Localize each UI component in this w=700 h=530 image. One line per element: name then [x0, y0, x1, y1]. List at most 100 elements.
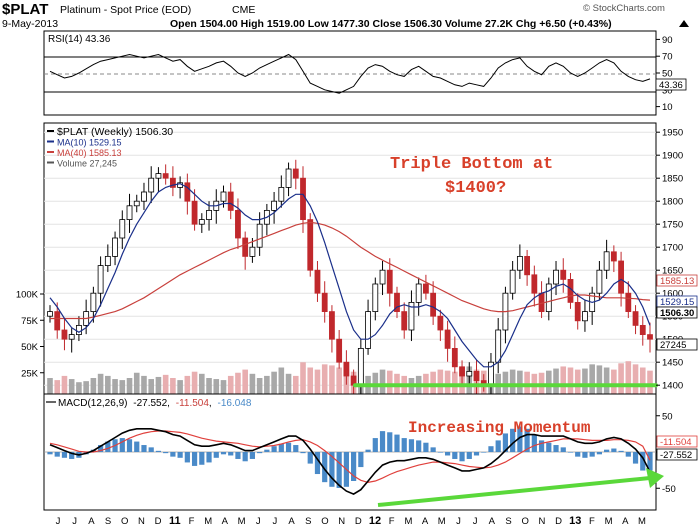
- x-tick-label: N: [538, 516, 545, 527]
- x-tick-label: N: [138, 516, 145, 527]
- candle-down: [321, 292, 328, 313]
- candle-up: [112, 237, 118, 257]
- macd-hist-bar: [242, 452, 248, 462]
- macd-hist-bar: [510, 428, 516, 452]
- candle-down: [336, 338, 343, 363]
- x-tick-label: O: [321, 516, 328, 527]
- macd-hist-bar: [285, 442, 292, 452]
- x-axis-macd: J J A S O N D 11 F M A M J J A S O N D 12 F M A M J J A S O N D 13 F M A M: [56, 515, 646, 527]
- volume-bar: [596, 365, 603, 399]
- macd-hist-bar: [560, 447, 566, 452]
- annotation-triple-bottom: Triple Bottom at: [390, 155, 553, 174]
- candle-up: [415, 283, 422, 303]
- candle-down: [227, 191, 234, 211]
- macd-hist-bar: [394, 434, 400, 452]
- macd-hist-bar: [495, 440, 501, 452]
- macd-hist-bar: [220, 452, 227, 455]
- volume-bar: [321, 364, 328, 399]
- macd-hist-bar: [582, 452, 588, 458]
- candle-down: [307, 219, 314, 271]
- annotation-price-level: $1400?: [445, 179, 506, 198]
- macd-hist-bar: [148, 447, 154, 452]
- volume-bar: [329, 365, 335, 399]
- volume-bar: [141, 375, 147, 399]
- candle-up: [256, 223, 263, 248]
- macd-tick-label: -50: [662, 484, 676, 495]
- volume-bar: [162, 374, 169, 399]
- volume-bar: [560, 366, 567, 399]
- volume-bar: [199, 373, 205, 399]
- price-tick-label: 1800: [662, 197, 683, 208]
- volume-bar: [336, 367, 342, 399]
- legend-entry: Volume 27,245: [57, 159, 117, 169]
- candle-down: [54, 311, 61, 331]
- macd-hist-bar: [351, 452, 357, 481]
- x-tick-label: J: [273, 516, 278, 527]
- price-tick-label: 1900: [662, 151, 683, 162]
- volume-bar: [206, 378, 212, 399]
- macd-hist-bar: [141, 445, 147, 452]
- volume-bar: [632, 364, 639, 399]
- macd-hist-bar: [69, 452, 75, 459]
- candle-up: [97, 265, 104, 294]
- candle-down: [647, 334, 653, 340]
- volume-bar: [76, 382, 82, 399]
- macd-hist-bar: [647, 452, 653, 471]
- volume-bar: [133, 372, 140, 399]
- macd-hist-bar: [163, 452, 169, 454]
- macd-hist-bar: [105, 441, 111, 452]
- candle-down: [162, 173, 169, 179]
- candle-down: [292, 168, 299, 179]
- volume-bar: [148, 379, 155, 399]
- macd-hist-bar: [199, 452, 205, 465]
- volume-bar: [365, 375, 371, 399]
- price-current-box: [656, 274, 698, 287]
- macd-legend-signal: -11.504: [176, 398, 210, 409]
- candle-up: [365, 311, 371, 349]
- macd-legend-prefix: MACD(12,26,9): [58, 398, 127, 409]
- instrument-name: Platinum - Spot Price (EOD): [60, 4, 191, 16]
- candle-down: [191, 200, 198, 225]
- candle-down: [437, 315, 444, 331]
- macd-hist-bar: [206, 452, 212, 463]
- candle-up: [220, 191, 227, 202]
- macd-hist-bar: [271, 446, 277, 452]
- macd-current-label: -11.504: [660, 437, 692, 448]
- macd-hist-bar: [466, 452, 472, 459]
- volume-bar: [314, 369, 321, 399]
- candle-up: [47, 311, 53, 317]
- legend-entry: MA(10) 1529.15: [57, 138, 122, 148]
- candle-up: [278, 186, 285, 202]
- macd-hist-bar: [372, 438, 378, 452]
- candle-up: [141, 191, 147, 202]
- macd-tick-label: 50: [662, 411, 673, 422]
- macd-hist-bar: [54, 452, 60, 457]
- exchange: CME: [232, 4, 255, 16]
- macd-hist-bar: [408, 439, 415, 452]
- macd-hist-bar: [640, 452, 646, 471]
- candle-up: [133, 200, 140, 207]
- candle-down: [169, 177, 176, 188]
- volume-bar: [61, 375, 68, 399]
- volume-bar: [589, 364, 595, 399]
- macd-hist-bar: [61, 452, 68, 458]
- macd-hist-bar: [632, 452, 639, 464]
- volume-bar: [408, 378, 415, 399]
- volume-bar: [401, 375, 408, 399]
- up-triangle-icon: [679, 20, 689, 27]
- legend-swatch: [47, 130, 54, 132]
- quote-line: Open 1504.00 High 1519.00 Low 1477.30 Cl…: [170, 18, 612, 30]
- macd-legend-hist: -16.048: [217, 398, 251, 409]
- macd-hist-bar: [191, 452, 198, 466]
- momentum-arrow: [377, 476, 651, 507]
- candle-up: [553, 269, 559, 285]
- macd-hist-bar: [502, 433, 509, 452]
- rsi-tick-label: 90: [662, 35, 673, 46]
- macd-hist-bar: [170, 452, 176, 457]
- macd-hist-bar: [379, 431, 386, 452]
- macd-hist-bar: [538, 440, 545, 452]
- candle-down: [386, 269, 393, 294]
- macd-legend-text: MACD(12,26,9) -27.552, -11.504, -16.048: [58, 398, 252, 409]
- macd-hist-bar: [625, 452, 631, 457]
